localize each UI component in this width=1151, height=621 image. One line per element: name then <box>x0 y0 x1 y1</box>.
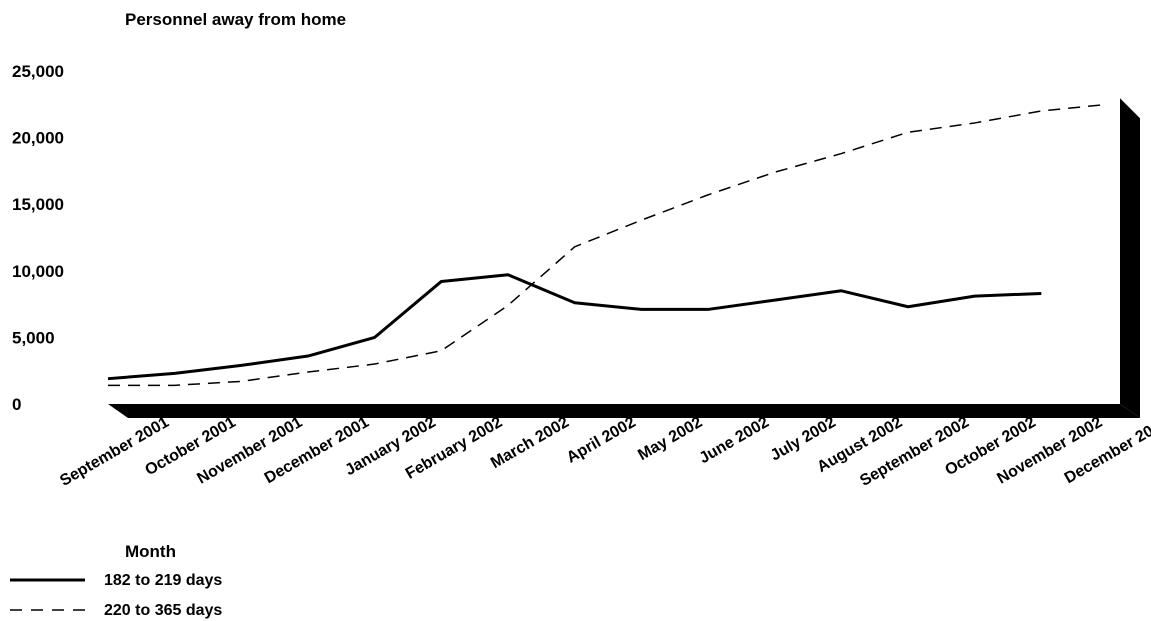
y-tick-label: 20,000 <box>12 129 64 148</box>
y-tick-label: 15,000 <box>12 195 64 214</box>
legend-label-dashed: 220 to 365 days <box>104 602 222 619</box>
chart-title: Personnel away from home <box>125 10 346 29</box>
y-tick-label: 25,000 <box>12 62 64 81</box>
legend-label-solid: 182 to 219 days <box>104 572 222 589</box>
x-tick-label: April 2002 <box>564 414 639 467</box>
x-tick-label: September 2001 <box>57 414 172 490</box>
x-tick-label: September 2002 <box>857 414 972 490</box>
series-line-solid <box>107 273 1042 381</box>
legend: 182 to 219 days 220 to 365 days <box>10 572 222 619</box>
x-tick-label: December 2002 <box>1062 414 1151 487</box>
y-tick-label: 5,000 <box>12 328 55 347</box>
x-tick-label: June 2002 <box>696 414 772 467</box>
floor-shadow <box>108 404 1140 418</box>
x-tick-label: May 2002 <box>635 414 705 464</box>
right-wall-shadow <box>1120 98 1140 419</box>
y-tick-label: 0 <box>12 395 21 414</box>
chart-floor <box>108 98 1140 419</box>
y-axis: 0 5,000 10,000 15,000 20,000 25,000 <box>12 62 64 414</box>
series-line-dashed <box>108 103 1109 387</box>
series-lines <box>107 103 1109 387</box>
y-tick-label: 10,000 <box>12 262 64 281</box>
x-axis-label: Month <box>125 542 176 561</box>
